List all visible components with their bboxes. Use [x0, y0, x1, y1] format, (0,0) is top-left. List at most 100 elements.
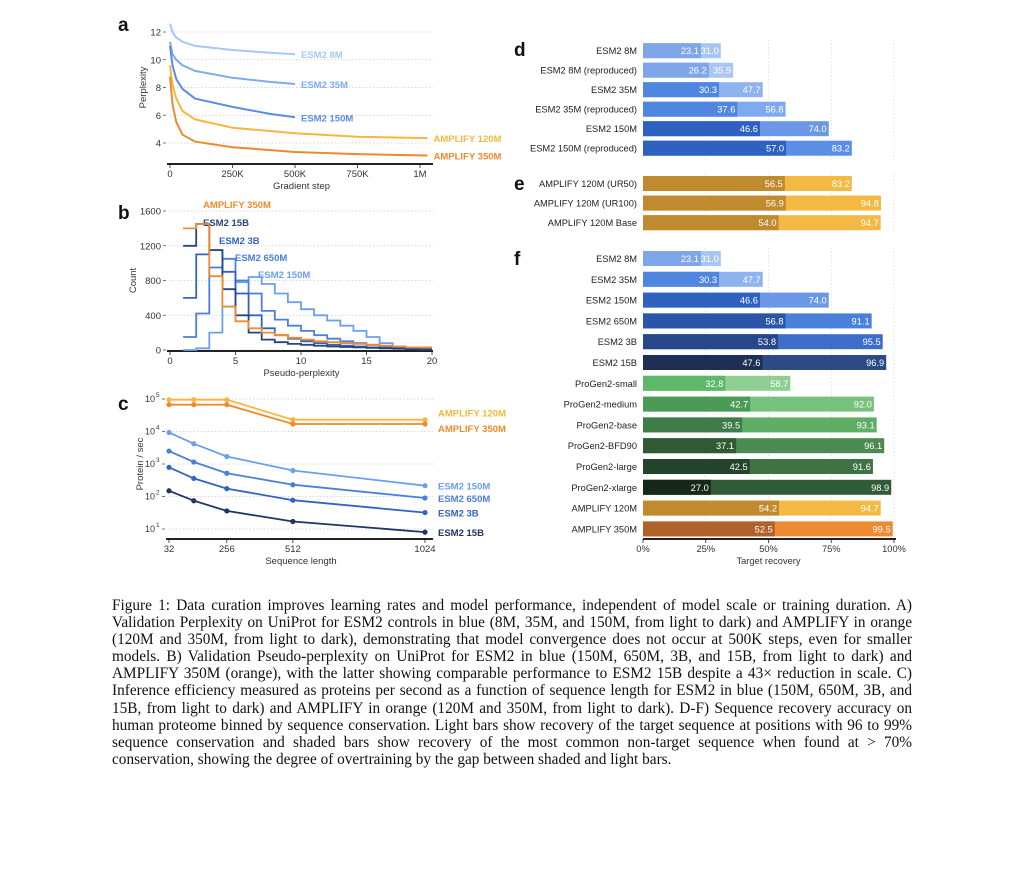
histogram-step [183, 249, 432, 350]
series-label: AMPLIFY 120M [434, 134, 502, 145]
x-tick-label: 0% [636, 544, 649, 554]
data-point [422, 509, 428, 516]
series-line [168, 489, 426, 533]
series-esm2-3b: ESM2 3B [166, 464, 479, 520]
bar-row: ESM2 8M 23.1 31.0 [596, 43, 721, 59]
light-value-label: 94.7 [861, 218, 879, 228]
data-point [422, 483, 428, 489]
x-tick-label: 32 [164, 544, 175, 555]
shaded-value-label: 32.8 [705, 379, 723, 389]
series-label: ESM2 150M [301, 113, 353, 124]
series-esm2-15b: ESM2 15B [183, 218, 432, 351]
bar-label: ESM2 150M (reproduced) [530, 144, 637, 154]
bar-label: ESM2 35M [591, 275, 637, 285]
shaded-bar [643, 438, 737, 454]
data-point [224, 486, 230, 492]
series-line [168, 431, 426, 487]
bar-row: ESM2 35M (reproduced) 37.6 56.8 [535, 101, 786, 117]
bar-label: ESM2 8M [596, 46, 637, 56]
bar-label: ProGen2-BFD90 [568, 441, 637, 451]
shaded-value-label: 56.9 [766, 199, 784, 209]
panel-d-bars: ESM2 8M 23.1 31.0 ESM2 8M (reproduced) 26.2 3… [530, 40, 895, 160]
shaded-value-label: 26.2 [689, 66, 707, 76]
y-tick-exponent: 2 [156, 490, 160, 497]
x-tick-label: 750K [346, 169, 369, 180]
shaded-value-label: 54.2 [759, 504, 777, 514]
light-value-label: 74.0 [809, 124, 827, 134]
bar-row: AMPLIFY 120M Base 54.0 94.7 [548, 215, 881, 231]
panel-label: f [514, 249, 521, 270]
bar-row: ESM2 8M 23.1 31.0 [596, 251, 721, 266]
series-esm2-8m: ESM2 8M [169, 23, 343, 61]
bar-row: ProGen2-xlarge 27.0 98.9 [571, 479, 892, 495]
x-axis-label: Pseudo-perplexity [263, 368, 339, 379]
light-value-label: 56.8 [765, 105, 783, 115]
y-tick-label: 4 [156, 139, 161, 150]
bar-row: ESM2 150M 46.6 74.0 [586, 121, 829, 137]
shaded-bar [643, 251, 701, 266]
light-value-label: 93.1 [857, 420, 875, 430]
shaded-value-label: 23.1 [681, 46, 699, 56]
y-axis-label: Count [128, 267, 139, 293]
histogram-step [183, 223, 432, 351]
bar-row: AMPLIFY 350M 52.5 99.5 [572, 521, 893, 537]
series-amplify-350m: AMPLIFY 350M [183, 200, 432, 349]
light-value-label: 47.7 [743, 85, 761, 95]
shaded-bar [643, 271, 720, 287]
panel-a-axes: 4 6 8 10 12 0 250K 500K 750K 1M Gradient step Perpl… [138, 28, 433, 192]
light-value-label: 58.7 [770, 379, 788, 389]
shaded-value-label: 46.6 [740, 124, 758, 134]
data-point [166, 429, 172, 436]
shaded-bar [643, 215, 779, 231]
bar-label: AMPLIFY 120M (UR50) [539, 179, 637, 189]
series-line [169, 65, 428, 140]
series-label: AMPLIFY 350M [203, 200, 271, 211]
bar-label: ProGen2-large [576, 462, 637, 472]
data-point [290, 417, 296, 423]
light-value-label: 91.1 [852, 316, 870, 326]
data-point [166, 464, 172, 470]
bar-row: ProGen2-small 32.8 58.7 [575, 375, 791, 391]
bar-label: ESM2 35M [591, 85, 637, 95]
bar-label: ESM2 650M [586, 316, 637, 326]
shaded-bar [643, 479, 711, 495]
bar-row: AMPLIFY 120M (UR50) 56.5 83.2 [539, 176, 852, 191]
x-axis-label: Gradient step [273, 181, 330, 192]
y-tick-label: 10 [150, 55, 161, 66]
shaded-value-label: 42.5 [730, 462, 748, 472]
bar-row: AMPLIFY 120M 54.2 94.7 [572, 500, 881, 516]
data-point [166, 402, 172, 408]
figure-caption: Figure 1: Data curation improves learnin… [112, 597, 912, 768]
series-esm2-150m: ESM2 150M [169, 45, 353, 124]
y-tick-label: 10 [145, 394, 155, 404]
x-tick-label: 75% [822, 544, 841, 554]
shaded-bar [643, 140, 787, 156]
data-point [166, 397, 172, 403]
y-tick-label: 6 [156, 111, 161, 122]
shaded-value-label: 37.6 [717, 105, 735, 115]
shaded-value-label: 54.0 [758, 218, 776, 228]
bar-label: ProGen2-small [575, 379, 637, 389]
shaded-value-label: 57.0 [766, 144, 784, 154]
bar-label: AMPLIFY 120M [572, 504, 637, 514]
data-point [290, 497, 296, 503]
series-line [169, 45, 296, 119]
data-point [191, 397, 197, 403]
shaded-bar [643, 62, 709, 78]
shaded-bar [643, 121, 760, 137]
bar-row: ESM2 150M 46.6 74.0 [586, 292, 829, 308]
light-value-label: 31.0 [701, 46, 719, 56]
y-tick-exponent: 3 [156, 457, 160, 464]
bar-row: ProGen2-BFD90 37.1 96.1 [568, 438, 885, 454]
y-tick-label: 0 [156, 346, 161, 357]
shaded-bar [643, 101, 738, 117]
series-esm2-35m: ESM2 35M [169, 41, 348, 91]
bar-label: ESM2 35M (reproduced) [535, 105, 637, 115]
shaded-bar [643, 375, 726, 391]
series-label: ESM2 650M [438, 494, 490, 505]
light-value-label: 95.5 [863, 337, 881, 347]
light-value-label: 83.2 [832, 179, 850, 189]
y-tick-label: 12 [150, 28, 161, 39]
panel-label: a [118, 15, 129, 36]
